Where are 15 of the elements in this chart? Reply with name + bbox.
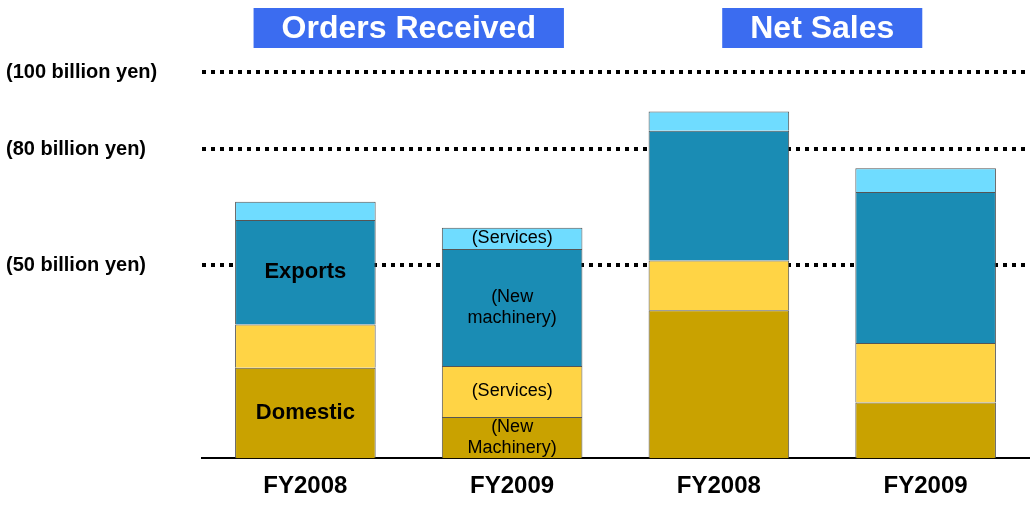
annotation: Domestic	[255, 399, 355, 425]
text: Net Sales	[750, 8, 895, 45]
x-tick-label: FY2009	[470, 471, 555, 499]
y-tick-label: (100 billion yen)	[6, 59, 158, 82]
text: Orders Received	[281, 8, 536, 45]
y-tick-label: (80 billion yen)	[6, 136, 147, 159]
annotation: (New Machinery)	[467, 416, 557, 458]
x-tick-label: FY2009	[883, 471, 968, 499]
annotation: (Services)	[471, 380, 553, 401]
annotation: (Services)	[471, 227, 553, 248]
y-tick-label: (50 billion yen)	[6, 252, 147, 275]
x-tick-label: FY2008	[263, 471, 348, 499]
annotation: Exports	[264, 258, 347, 284]
annotation: (New machinery)	[467, 285, 557, 327]
x-tick-label: FY2008	[676, 471, 761, 499]
